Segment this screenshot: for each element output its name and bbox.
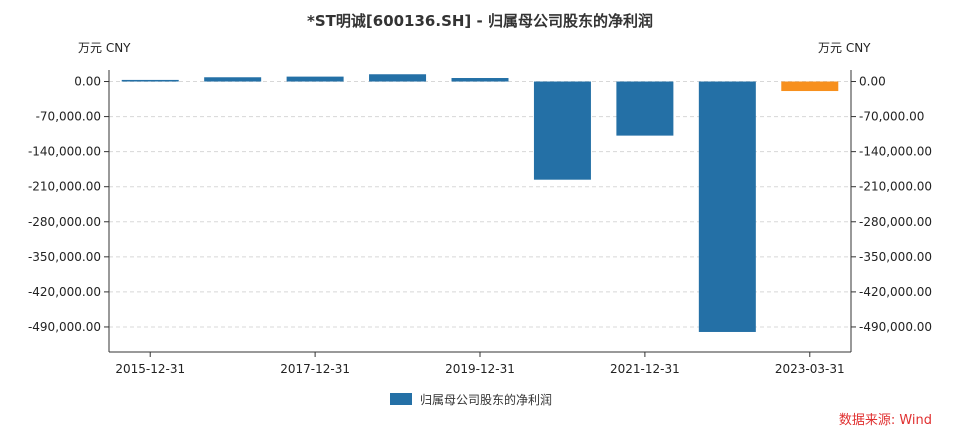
chart-title: *ST明诚[600136.SH] - 归属母公司股东的净利润	[307, 12, 653, 30]
y-tick-label-right: -140,000.00	[859, 145, 932, 159]
y-tick-label-right: -490,000.00	[859, 320, 932, 334]
bars	[121, 74, 839, 332]
y-tick-label-left: -210,000.00	[28, 180, 101, 194]
y-tick-label-right: -70,000.00	[859, 110, 924, 124]
source-note: 数据来源: Wind	[839, 413, 932, 428]
y-tick-label-right: 0.00	[859, 75, 886, 89]
y-tick-label-right: -350,000.00	[859, 250, 932, 264]
bar	[369, 74, 427, 82]
bar	[616, 81, 674, 136]
y-tick-label-right: -420,000.00	[859, 285, 932, 299]
y-tick-label-left: -350,000.00	[28, 250, 101, 264]
bar	[121, 79, 179, 82]
x-tick-label: 2019-12-31	[445, 362, 515, 376]
bar	[204, 77, 262, 82]
y-tick-label-left: -70,000.00	[36, 110, 101, 124]
y-ticks-left: 0.00 -70,000.00 -140,000.00 -210,000.00 -280…	[28, 75, 109, 334]
y-tick-label-left: 0.00	[74, 75, 101, 89]
x-tick-label: 2021-12-31	[610, 362, 680, 376]
y-tick-label-left: -140,000.00	[28, 145, 101, 159]
bar	[286, 76, 344, 82]
y-ticks-right: 0.00 -70,000.00 -140,000.00 -210,000.00 -280…	[851, 75, 932, 334]
x-tick-label: 2017-12-31	[280, 362, 350, 376]
y-tick-label-left: -490,000.00	[28, 320, 101, 334]
bar	[451, 78, 509, 82]
y-unit-left: 万元 CNY	[78, 41, 131, 55]
y-tick-label-right: -210,000.00	[859, 180, 932, 194]
legend-swatch	[390, 393, 412, 405]
y-unit-right: 万元 CNY	[818, 41, 871, 55]
y-tick-label-left: -420,000.00	[28, 285, 101, 299]
legend-label: 归属母公司股东的净利润	[420, 392, 552, 407]
bar	[698, 81, 756, 332]
y-tick-label-left: -280,000.00	[28, 215, 101, 229]
bar	[781, 81, 839, 92]
x-tick-label: 2023-03-31	[775, 362, 845, 376]
bar	[533, 81, 591, 180]
x-ticks: 2015-12-31 2017-12-31 2019-12-31 2021-12-31…	[115, 352, 845, 376]
legend: 归属母公司股东的净利润	[390, 392, 552, 407]
y-tick-label-right: -280,000.00	[859, 215, 932, 229]
x-tick-label: 2015-12-31	[115, 362, 185, 376]
